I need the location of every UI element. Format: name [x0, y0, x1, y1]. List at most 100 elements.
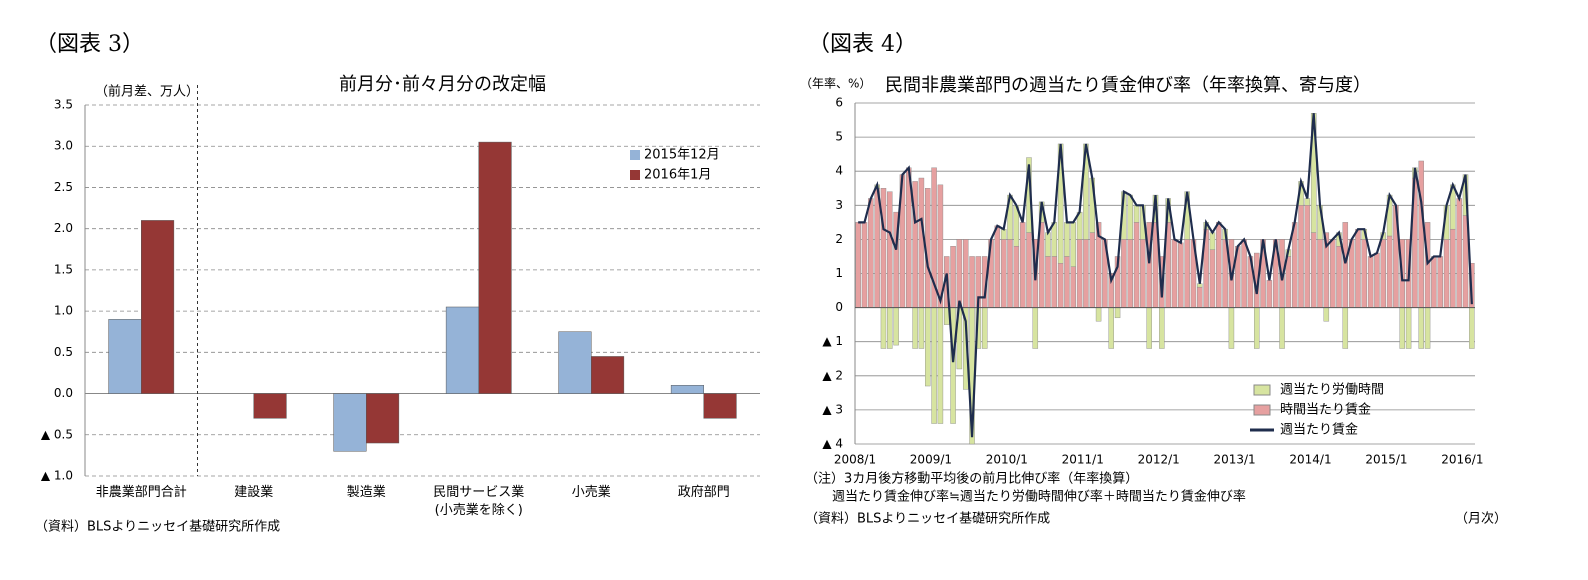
bar [1070, 266, 1076, 308]
bar [931, 307, 937, 424]
line [858, 113, 1473, 438]
y-tick-label: 3.0 [54, 139, 73, 153]
bar [937, 307, 944, 424]
bar [1000, 239, 1007, 308]
bar [855, 222, 861, 308]
x-tick-label: 2011/1 [1062, 453, 1104, 467]
bar [1209, 249, 1216, 308]
bar [1323, 307, 1330, 322]
note: 週当たり賃金伸び率≒週当たり労働時間伸び率＋時間当たり賃金伸び率 [832, 489, 1246, 505]
legend-swatch [1253, 404, 1271, 416]
x-tick-label: 2015/1 [1365, 453, 1407, 467]
bar [1070, 222, 1076, 267]
source: （資料）BLSよりニッセイ基礎研究所作成 [35, 520, 280, 535]
bar [1342, 307, 1349, 349]
bar [1000, 228, 1007, 240]
bar [1019, 222, 1026, 308]
bar [591, 356, 625, 394]
bar [1336, 246, 1342, 308]
bar [1140, 239, 1146, 308]
bar [1418, 307, 1424, 349]
y-tick-label: 2.0 [54, 221, 73, 235]
bar [950, 246, 956, 308]
x-tick-label: 政府部門 [677, 485, 730, 500]
legend-swatch [1253, 384, 1271, 396]
bar [981, 307, 988, 349]
x-tick-label: 非農業部門合計 [95, 485, 187, 500]
bar [670, 385, 704, 394]
bar [1184, 239, 1190, 308]
y-tick-label: ▲ 3 [822, 402, 843, 416]
bar [1013, 246, 1020, 308]
bar [1133, 222, 1140, 308]
legend-label: 週当たり労働時間 [1280, 383, 1384, 398]
bar [1032, 307, 1039, 349]
bar [1171, 239, 1178, 308]
legend-label: 週当たり賃金 [1280, 422, 1358, 438]
bar [1418, 160, 1424, 308]
x-tick-label: 建設業 [234, 485, 274, 500]
bar [253, 393, 287, 419]
y-tick-label: 1.0 [54, 304, 73, 318]
bar [1317, 239, 1323, 308]
bar [1399, 307, 1405, 349]
bar [1431, 256, 1437, 308]
bar [1045, 256, 1051, 308]
y-tick-label: ▲ 1 [822, 334, 843, 348]
bar [1456, 198, 1462, 308]
bar [962, 239, 969, 308]
bar [141, 220, 175, 394]
bar [1450, 228, 1456, 308]
bar [108, 319, 142, 394]
x-unit: （月次） [1455, 511, 1507, 527]
y-tick-label: 1 [835, 266, 843, 280]
heading: （図表 4） [808, 32, 917, 57]
y-tick-label: ▲ 2 [822, 368, 843, 382]
bar [918, 177, 925, 308]
bar [1178, 242, 1184, 308]
chart-title: 民間非農業部門の週当たり賃金伸び率（年率換算、寄与度） [885, 75, 1371, 96]
bar [1241, 239, 1247, 308]
x-tick-label: 製造業 [346, 485, 386, 500]
bar [1228, 307, 1235, 349]
bar [1197, 283, 1203, 288]
y-tick-label: 0.0 [54, 386, 73, 400]
bar [1405, 307, 1412, 349]
bar [1443, 239, 1450, 308]
bar [1216, 222, 1222, 308]
legend-swatch [630, 170, 640, 180]
x-tick-label: 2013/1 [1213, 453, 1255, 467]
x-tick-label: 2008/1 [834, 453, 876, 467]
x-tick-label: 2012/1 [1138, 453, 1180, 467]
bar [1089, 232, 1095, 308]
bar [1051, 222, 1058, 257]
bar [1279, 307, 1285, 349]
bar [478, 141, 512, 394]
bar [1386, 235, 1393, 308]
bar [1254, 307, 1260, 349]
bar [1437, 256, 1443, 308]
y-tick-label: 2 [835, 232, 843, 246]
bar [1374, 252, 1380, 308]
bar [1108, 307, 1114, 349]
bar [918, 307, 925, 349]
chart-title: 前月分･前々月分の改定幅 [339, 74, 546, 95]
bar [1083, 239, 1089, 308]
bar [1095, 307, 1102, 322]
bar [893, 307, 899, 346]
y-axis-label: （年率、%） [800, 76, 871, 91]
bar [1051, 256, 1058, 308]
bar [1159, 307, 1165, 349]
bar [1127, 194, 1133, 240]
bar [1076, 239, 1083, 308]
x-tick-label: 2009/1 [910, 453, 952, 467]
bar [445, 306, 479, 394]
bar [925, 307, 931, 387]
bar [1285, 256, 1292, 308]
bar [1380, 239, 1386, 308]
bar [366, 393, 400, 444]
bar [1361, 239, 1368, 308]
bar [1007, 239, 1013, 308]
bar [1114, 307, 1121, 319]
